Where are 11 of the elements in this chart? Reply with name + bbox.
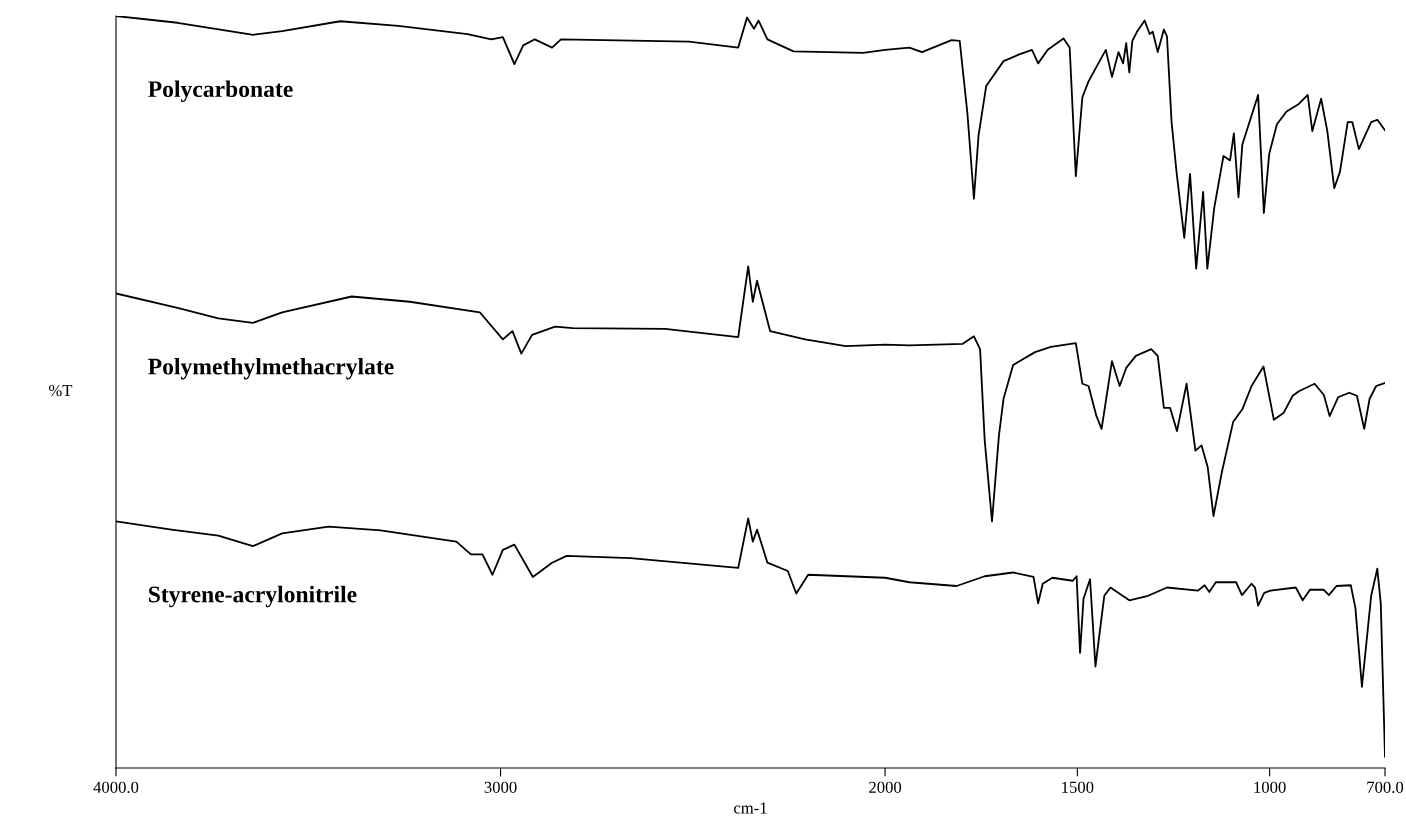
text: Polymethylmethacrylate: [148, 357, 394, 380]
x-tick-label: 2000: [869, 781, 902, 793]
x-axis-title: cm-1: [734, 802, 767, 814]
x-tick-label: 700.0: [1367, 781, 1404, 793]
x-tick-label: 1000: [1254, 781, 1286, 793]
text: Polycarbonate: [148, 80, 293, 102]
x-tick-label: 1500: [1062, 781, 1094, 793]
y-axis-title: %T: [48, 384, 73, 397]
x-tick-label: 3000: [484, 781, 517, 793]
text: Styrene-acrylonitrile: [148, 585, 357, 608]
x-tick-label: 4000.0: [93, 781, 139, 793]
